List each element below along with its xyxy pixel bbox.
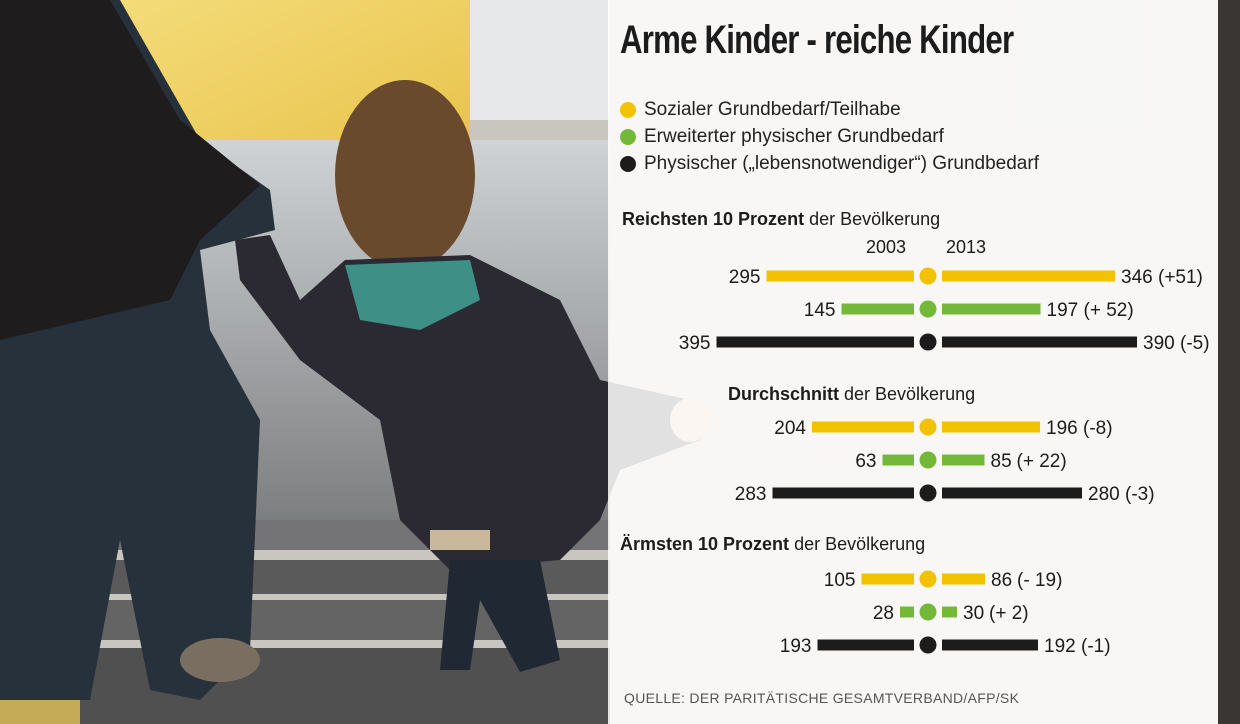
bar-2013-physisch: [942, 336, 1137, 348]
bar-2013-sozial: [942, 270, 1115, 282]
center-dot-icon: [919, 333, 937, 351]
bar-2013-erweitert: [942, 303, 1041, 315]
value-label-2013: 280: [1088, 484, 1120, 505]
value-label-2013: 86: [991, 570, 1012, 591]
bar-2013-physisch: [942, 487, 1082, 499]
year-label-right: 2013: [946, 237, 987, 257]
change-label: (- 19): [1017, 570, 1062, 591]
photo-edge: [1218, 0, 1240, 724]
legend-dot-green-icon: [620, 129, 636, 145]
legend-label: Erweiterter physischer Grundbedarf: [644, 126, 944, 147]
infographic-panel: [608, 0, 1218, 724]
group-heading-bold: Reichsten 10 Prozent: [622, 209, 805, 229]
change-label: (-1): [1081, 636, 1111, 657]
change-label: (-3): [1125, 484, 1155, 505]
change-label: (+ 22): [1017, 451, 1067, 472]
change-label: (-5): [1180, 333, 1210, 354]
center-dot-icon: [919, 451, 937, 469]
value-label-2013: 197: [1047, 300, 1079, 321]
legend-label: Sozialer Grundbedarf/Teilhabe: [644, 99, 901, 120]
group-heading-bold: Ärmsten 10 Prozent: [620, 534, 790, 554]
bar-2003-physisch: [817, 639, 914, 651]
value-label-2013: 196: [1046, 418, 1078, 439]
group-heading-rest: der Bevölkerung: [839, 384, 976, 404]
value-label-2003: 193: [780, 636, 812, 657]
center-dot-icon: [919, 570, 937, 588]
bar-2013-erweitert: [942, 454, 985, 466]
center-dot-icon: [919, 636, 937, 654]
group-heading-durchschnitt: Durchschnitt der Bevölkerung: [728, 384, 975, 405]
source-note: QUELLE: DER PARITÄTISCHE GESAMTVERBAND/A…: [624, 690, 1020, 706]
center-dot-icon: [919, 484, 937, 502]
center-dot-icon: [919, 300, 937, 318]
bar-2013-physisch: [942, 639, 1038, 651]
year-label-left: 2003: [866, 237, 907, 257]
center-dot-icon: [919, 418, 937, 436]
group-heading-rest: der Bevölkerung: [804, 209, 941, 229]
bar-2003-erweitert: [882, 454, 914, 466]
value-label-2003: 395: [679, 333, 711, 354]
group-heading-rest: der Bevölkerung: [789, 534, 926, 554]
legend-item-physisch: Physischer („lebensnotwendiger“) Grundbe…: [620, 151, 1039, 177]
value-label-2013: 192: [1044, 636, 1076, 657]
value-label-2003: 28: [873, 603, 894, 624]
group-heading-aermsten: Ärmsten 10 Prozent der Bevölkerung: [620, 534, 925, 555]
bar-2013-sozial: [942, 573, 985, 585]
chart-title: Arme Kinder - reiche Kinder: [620, 18, 1014, 62]
value-label-2013: 30: [963, 603, 984, 624]
value-label-2003: 295: [729, 267, 761, 288]
value-label-2003: 145: [804, 300, 836, 321]
center-dot-icon: [919, 603, 937, 621]
bar-2003-sozial: [766, 270, 914, 282]
group-heading-reichsten: Reichsten 10 Prozent der Bevölkerung: [622, 209, 940, 230]
bar-2003-physisch: [772, 487, 914, 499]
change-label: (-8): [1083, 418, 1113, 439]
value-label-2003: 283: [735, 484, 767, 505]
bar-2003-sozial: [861, 573, 914, 585]
legend-label: Physischer („lebensnotwendiger“) Grundbe…: [644, 153, 1039, 174]
group-heading-bold: Durchschnitt: [728, 384, 840, 404]
legend-dot-black-icon: [620, 156, 636, 172]
legend-item-erweitert: Erweiterter physischer Grundbedarf: [620, 124, 944, 150]
legend-item-sozial: Sozialer Grundbedarf/Teilhabe: [620, 97, 901, 123]
change-label: (+51): [1158, 267, 1203, 288]
bar-2003-erweitert: [841, 303, 914, 315]
bar-2003-erweitert: [900, 606, 914, 618]
change-label: (+ 52): [1084, 300, 1134, 321]
bar-2013-sozial: [942, 421, 1040, 433]
value-label-2003: 105: [824, 570, 856, 591]
bar-2013-erweitert: [942, 606, 957, 618]
value-label-2013: 85: [991, 451, 1012, 472]
value-label-2013: 346: [1121, 267, 1153, 288]
bar-2003-sozial: [812, 421, 914, 433]
value-label-2013: 390: [1143, 333, 1175, 354]
legend-dot-yellow-icon: [620, 102, 636, 118]
bar-2003-physisch: [716, 336, 914, 348]
change-label: (+ 2): [989, 603, 1029, 624]
value-label-2003: 204: [774, 418, 806, 439]
center-dot-icon: [919, 267, 937, 285]
value-label-2003: 63: [855, 451, 876, 472]
